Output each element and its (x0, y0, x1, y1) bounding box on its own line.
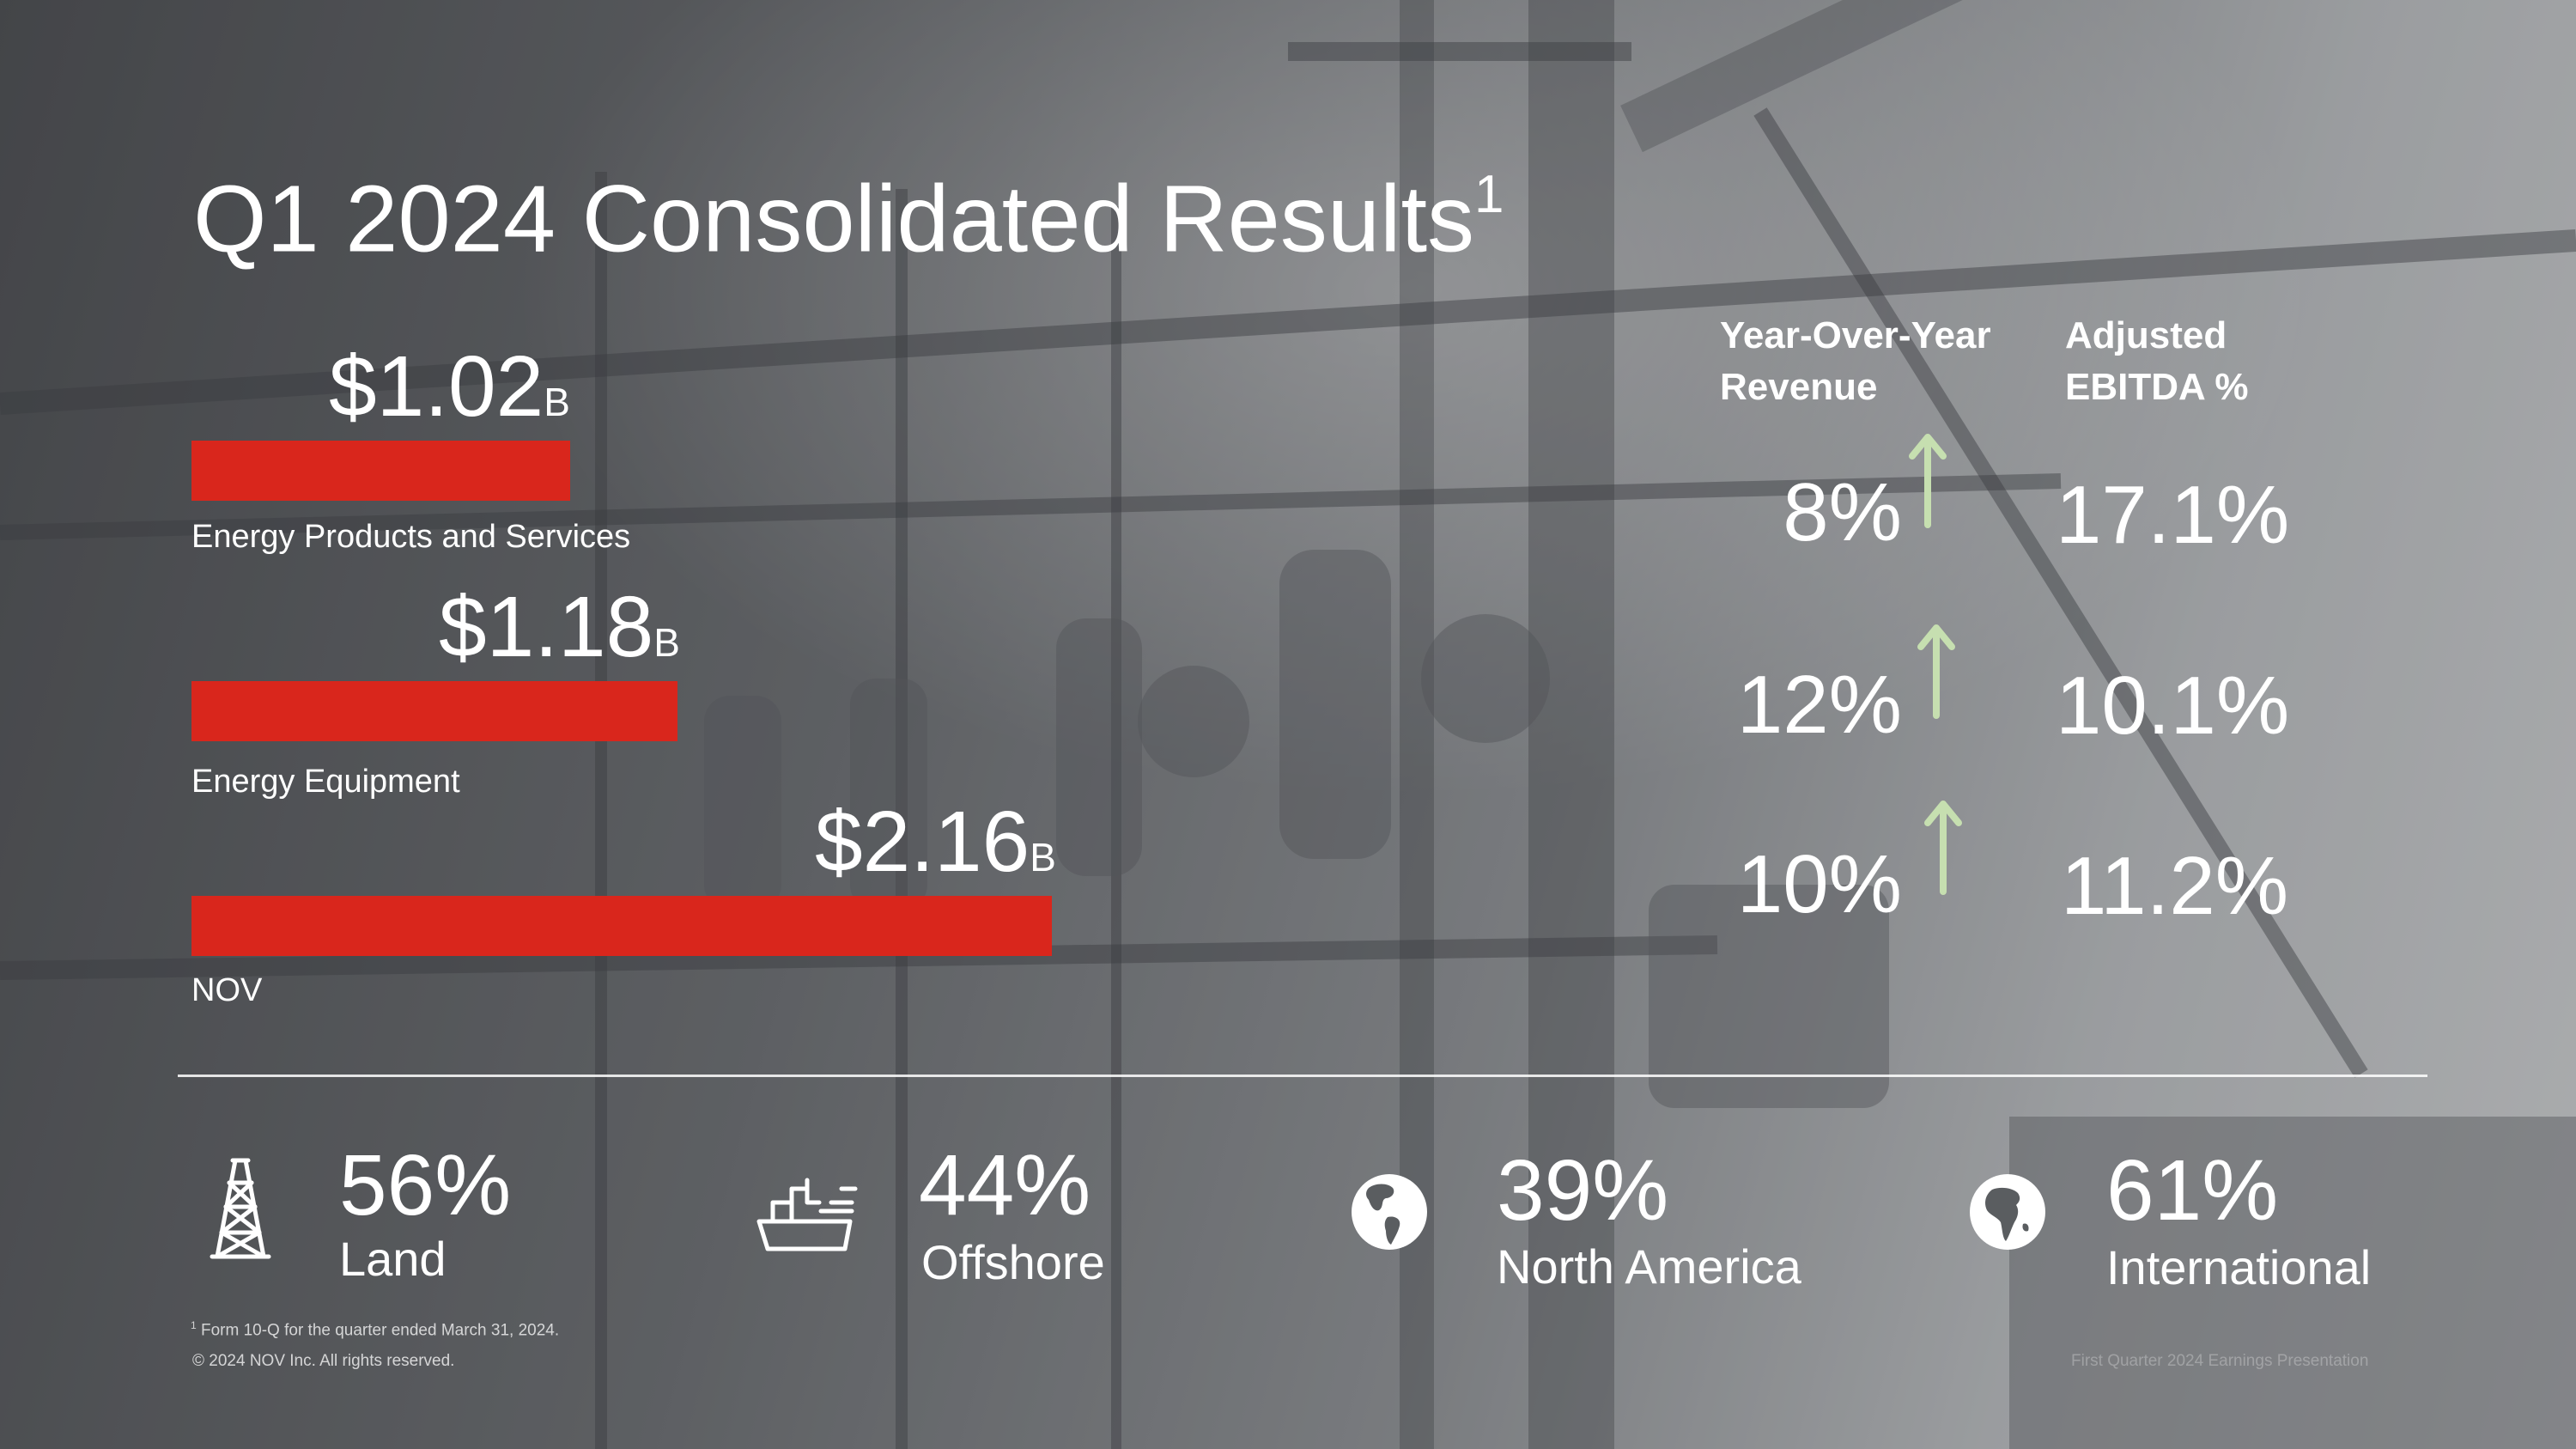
adjusted-ebitda-value: 10.1% (2056, 660, 2290, 752)
footnote-marker: 1 (191, 1319, 197, 1331)
segment-bar (191, 896, 1052, 956)
oil-derrick-icon (210, 1158, 271, 1259)
segment-label: Energy Products and Services (191, 519, 631, 555)
footnote: 1 Form 10-Q for the quarter ended March … (191, 1315, 559, 1341)
segment-value-amount: $2.16 (815, 794, 1030, 890)
yoy-revenue-value: 8% (1783, 466, 1902, 558)
yoy-revenue-header: Year-Over-Year Revenue (1720, 314, 1991, 408)
copyright-notice: © 2024 NOV Inc. All rights reserved. (192, 1352, 455, 1370)
segment-value: $1.18B (439, 580, 680, 690)
section-divider (178, 1075, 2427, 1077)
international-label: International (2106, 1240, 2372, 1294)
adjusted-ebitda-value: 11.2% (2061, 840, 2289, 932)
offshore-vessel-icon (756, 1178, 858, 1251)
segment-label: NOV (191, 972, 263, 1008)
slide-title: Q1 2024 Consolidated Results1 (193, 146, 1504, 276)
segment-value: $1.02B (329, 339, 570, 449)
adjusted-ebitda-header: Adjusted EBITDA % (2065, 314, 2249, 408)
presentation-footer: First Quarter 2024 Earnings Presentation (2071, 1352, 2369, 1370)
north-america-label: North America (1497, 1239, 1801, 1294)
segment-value-unit: B (1030, 835, 1056, 880)
segment-value-amount: $1.02 (329, 338, 544, 435)
segment-value-unit: B (653, 620, 680, 665)
segment-bar (191, 681, 677, 741)
globe-americas-icon (1352, 1174, 1427, 1250)
yoy-revenue-value: 12% (1736, 659, 1902, 751)
north-america-percentage: 39% (1497, 1142, 1669, 1239)
title-footnote-marker: 1 (1474, 165, 1504, 224)
offshore-label: Offshore (921, 1235, 1105, 1289)
segment-label: Energy Equipment (191, 764, 460, 800)
yoy-revenue-value: 10% (1736, 838, 1902, 930)
segment-value-amount: $1.18 (439, 579, 654, 675)
footnote-text: Form 10-Q for the quarter ended March 31… (200, 1321, 560, 1340)
land-percentage: 56% (339, 1137, 512, 1233)
adjusted-ebitda-value: 17.1% (2056, 469, 2290, 561)
slide-title-text: Q1 2024 Consolidated Results (193, 166, 1475, 272)
up-arrow-icon (1917, 624, 1955, 719)
offshore-percentage: 44% (919, 1137, 1091, 1233)
segment-value-unit: B (544, 380, 570, 424)
international-percentage: 61% (2106, 1142, 2279, 1239)
up-arrow-icon (1909, 434, 1947, 528)
up-arrow-icon (1924, 801, 1962, 895)
land-label: Land (339, 1232, 447, 1286)
globe-africa-icon (1970, 1174, 2045, 1250)
segment-bar (191, 441, 570, 501)
segment-value: $2.16B (815, 795, 1056, 904)
